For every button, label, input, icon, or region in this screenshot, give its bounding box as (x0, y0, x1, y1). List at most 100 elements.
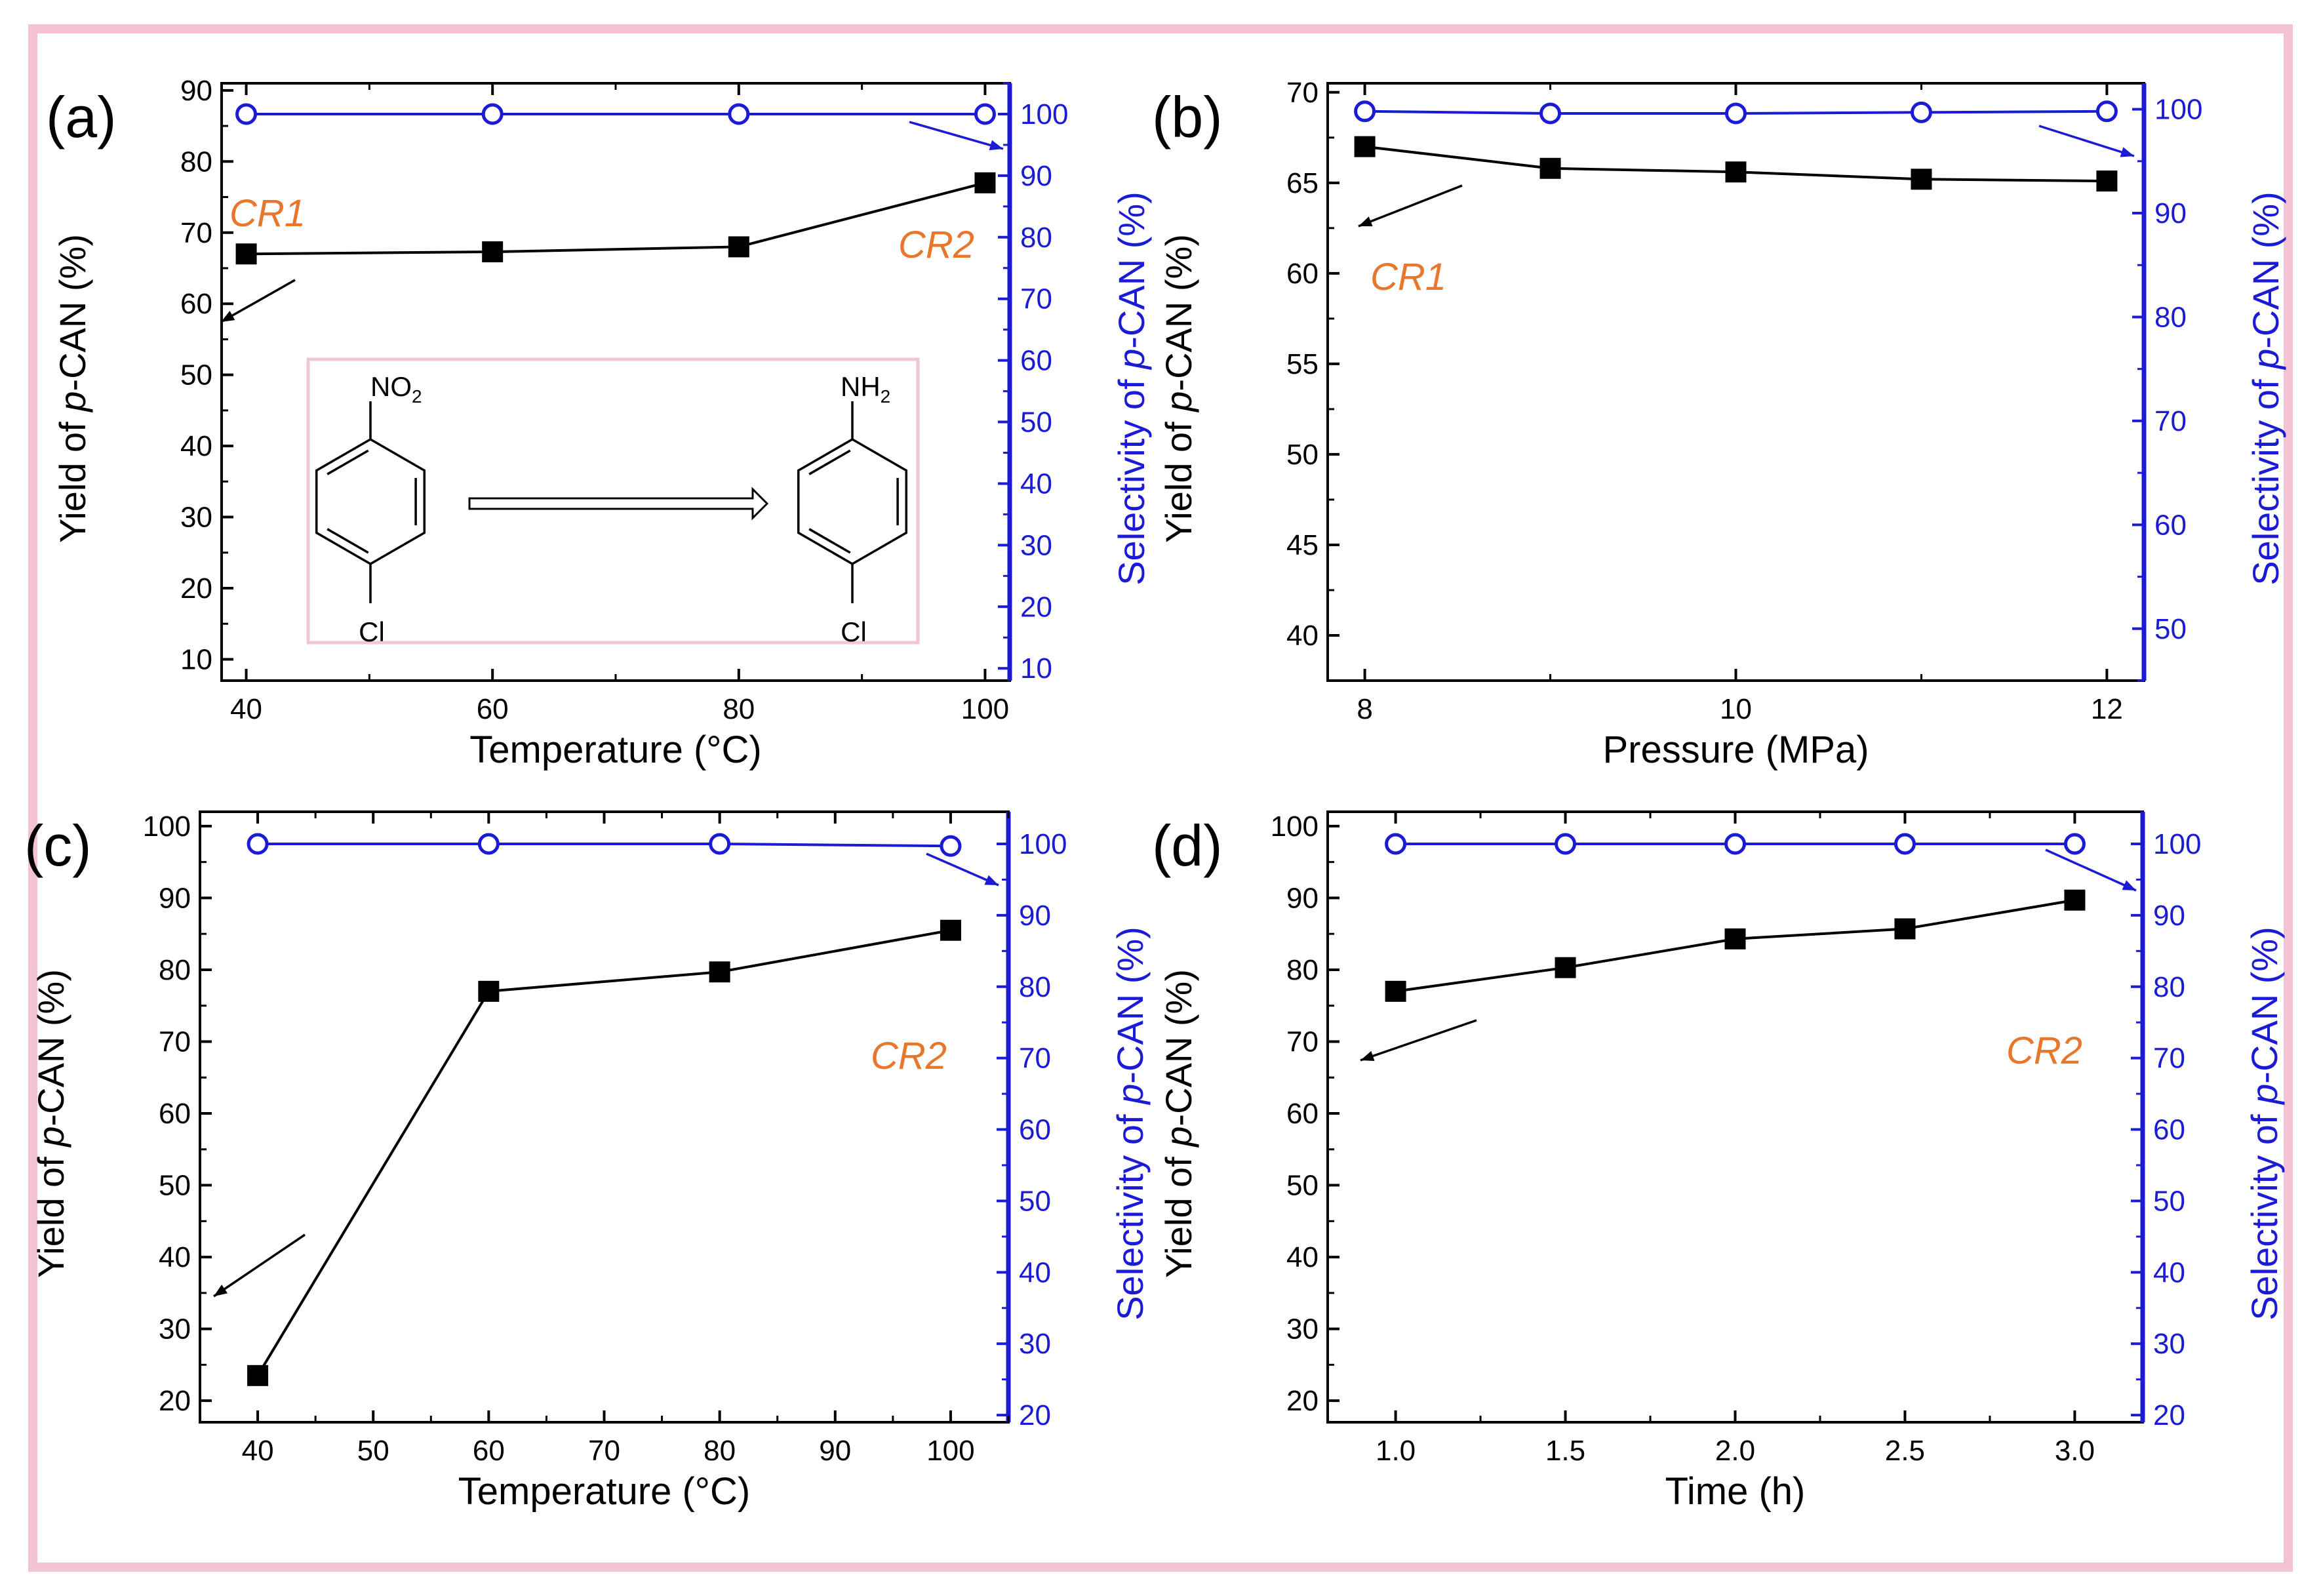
y2-tick-label: 90 (2154, 197, 2187, 229)
y-tick-label: 65 (1286, 167, 1319, 199)
x-tick-label: 40 (230, 693, 262, 725)
yield-marker (1725, 161, 1747, 183)
y2-tick-label: 90 (1019, 900, 1051, 932)
reactant-group-label: NO2 (370, 371, 422, 407)
y2-tick-label: 90 (1020, 160, 1052, 192)
y-tick-label: 30 (180, 502, 212, 534)
selectivity-marker (1539, 102, 1562, 125)
x-tick-label: 80 (704, 1435, 736, 1467)
y-axis-title-part: p (52, 391, 93, 413)
y-tick-label: 30 (1286, 1313, 1319, 1346)
selectivity-marker (1724, 833, 1746, 855)
annotation-label: CR2 (2006, 1029, 2082, 1072)
x-tick-label: 12 (2091, 693, 2123, 725)
yield-marker (2064, 889, 2086, 911)
y2-axis-title-part: Selectivity of (1111, 369, 1152, 586)
selectivity-marker (1910, 101, 1932, 123)
yield-axis-arrow-head (1359, 216, 1373, 227)
selectivity-axis-arrow (909, 121, 1004, 151)
selectivity-axis-arrow-head (2120, 147, 2134, 157)
selectivity-axis-arrow-head (989, 140, 1003, 151)
y-tick-label: 50 (159, 1170, 191, 1202)
y2-axis-title-part: p (2245, 349, 2286, 370)
y-tick-label: 30 (159, 1313, 191, 1346)
x-axis-title: Pressure (MPa) (1602, 728, 1869, 771)
y2-tick-label: 50 (1019, 1185, 1051, 1217)
selectivity-axis-arrow (2038, 125, 2135, 157)
x-tick-label: 8 (1357, 693, 1372, 725)
y-axis-title-part: -CAN (%) (52, 234, 93, 391)
y-tick-label: 100 (1271, 810, 1319, 843)
reaction-arrow (468, 487, 769, 521)
selectivity-marker (481, 103, 504, 125)
selectivity-marker (2063, 833, 2086, 855)
x-axis-title: Time (h) (1665, 1470, 1806, 1513)
selectivity-marker (974, 103, 996, 125)
y2-tick-label: 80 (1020, 222, 1052, 254)
y2-axis-title-part: p (1109, 1084, 1151, 1106)
y-axis-title-part: -CAN (%) (1158, 969, 1199, 1127)
y-tick-label: 40 (159, 1241, 191, 1273)
yield-marker (940, 919, 961, 941)
annotation-label: CR2 (898, 224, 974, 266)
x-tick-label: 80 (723, 693, 755, 725)
selectivity-axis-arrow-head (984, 875, 999, 885)
y-tick-label: 70 (159, 1026, 191, 1058)
selectivity-marker (2095, 100, 2118, 123)
selectivity-axis-arrow (2045, 848, 2137, 892)
y2-tick-label: 30 (1019, 1328, 1051, 1360)
y2-axis-title: Selectivity of p-CAN (%) (1109, 927, 1151, 1321)
y-tick-label: 60 (1286, 1098, 1319, 1130)
y-axis-title-part: Yield of (1158, 412, 1199, 543)
y-tick-label: 80 (159, 954, 191, 986)
yield-axis-arrow-shaft (213, 1233, 306, 1298)
y2-tick-label: 70 (1020, 283, 1052, 315)
y-tick-label: 40 (1286, 620, 1319, 652)
y2-tick-label: 50 (2154, 613, 2187, 645)
y2-axis-title: Selectivity of p-CAN (%) (1111, 191, 1152, 586)
y2-tick-label: 60 (1019, 1114, 1051, 1146)
y2-tick-label: 70 (1019, 1043, 1051, 1075)
yield-axis-arrow (1358, 184, 1463, 228)
y2-tick-label: 50 (1020, 407, 1052, 439)
yield-marker (1539, 157, 1561, 179)
outer-frame (28, 24, 2293, 1572)
y-tick-label: 50 (1286, 439, 1319, 471)
yield-marker (1724, 928, 1746, 949)
selectivity-axis-arrow-head (2122, 880, 2136, 890)
y-axis-title: Yield of p-CAN (%) (52, 234, 93, 543)
y-axis-title: Yield of p-CAN (%) (1158, 969, 1199, 1278)
y-tick-label: 20 (1286, 1385, 1319, 1417)
yield-marker (2096, 170, 2118, 192)
y2-tick-label: 70 (2154, 405, 2187, 437)
y2-axis-title-part: p (1111, 349, 1152, 370)
y2-tick-label: 20 (2153, 1399, 2185, 1431)
reactant-double-bond (327, 528, 369, 554)
y2-tick-label: 10 (1020, 652, 1052, 685)
y-tick-label: 90 (180, 75, 212, 107)
y-axis-title: Yield of p-CAN (%) (30, 969, 71, 1278)
y-axis-title: Yield of p-CAN (%) (1158, 234, 1199, 543)
selectivity-axis-arrow-shaft (2038, 125, 2135, 157)
product-group-main: NH (841, 371, 881, 402)
series-line-selectivity (258, 843, 951, 848)
y-axis-title-part: Yield of (30, 1147, 71, 1278)
reactant-group-sub: 2 (412, 386, 422, 407)
y-tick-label: 40 (1286, 1241, 1319, 1273)
y2-tick-label: 20 (1019, 1399, 1051, 1431)
panel-label: (c) (24, 813, 92, 878)
x-tick-label: 60 (473, 1435, 505, 1467)
y2-axis-title-part: -CAN (%) (2244, 927, 2285, 1084)
selectivity-marker (1555, 833, 1577, 855)
product-double-bond (808, 449, 851, 475)
y-tick-label: 50 (1286, 1170, 1319, 1202)
y2-tick-label: 50 (2153, 1185, 2185, 1217)
selectivity-marker (1385, 833, 1407, 855)
y2-axis-title-part: Selectivity of (1109, 1104, 1151, 1321)
y2-axis-title: Selectivity of p-CAN (%) (2245, 191, 2286, 586)
y2-tick-label: 80 (2153, 971, 2185, 1003)
y-tick-label: 60 (1286, 258, 1319, 290)
y2-tick-label: 60 (2154, 509, 2187, 541)
reactant-group-main: NO (370, 371, 412, 402)
x-tick-label: 100 (961, 693, 1009, 725)
